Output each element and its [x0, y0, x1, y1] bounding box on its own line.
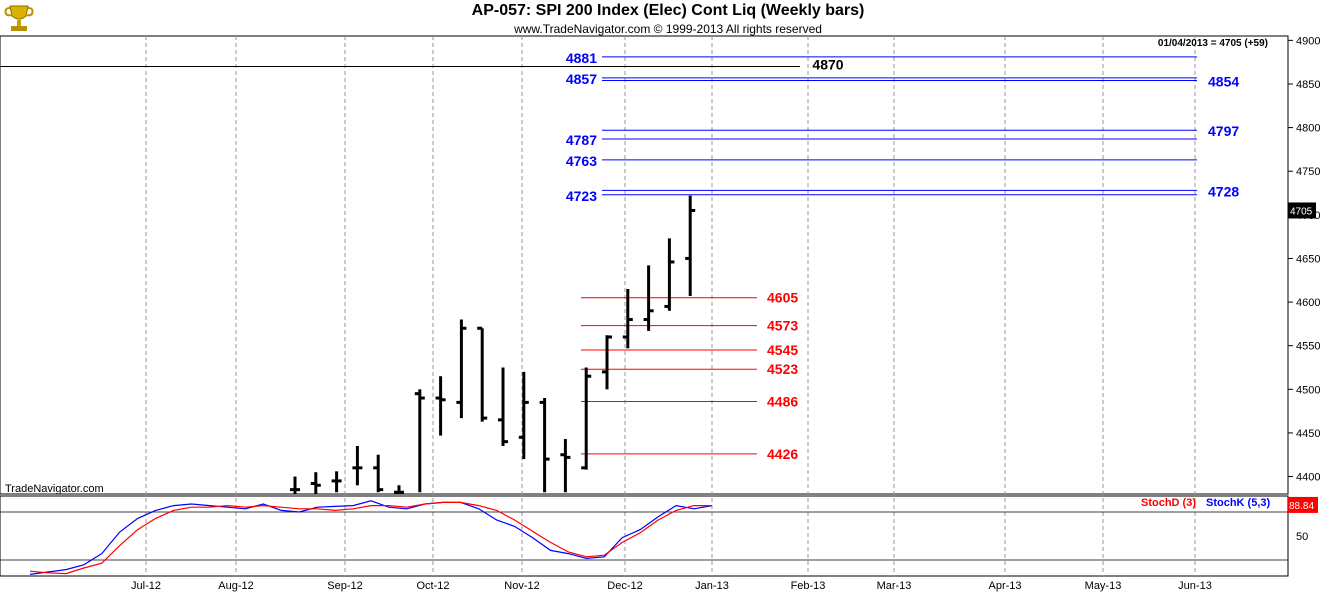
legend-stochk: StochK (5,3)	[1206, 497, 1271, 509]
x-tick-label: Oct-12	[416, 580, 449, 592]
trophy-logo-icon	[2, 2, 36, 34]
watermark-text: TradeNavigator.com	[5, 483, 104, 495]
y-tick-label: 4450	[1296, 428, 1320, 440]
resistance-label: 4787	[566, 132, 597, 148]
chart-title: AP-057: SPI 200 Index (Elec) Cont Liq (W…	[471, 2, 865, 19]
resistance-label: 4723	[566, 188, 597, 204]
resistance-label: 4857	[566, 71, 597, 87]
date-readout: 01/04/2013 = 4705 (+59)	[1158, 38, 1268, 49]
x-tick-label: Aug-12	[218, 580, 253, 592]
support-label: 4545	[767, 342, 798, 358]
y-tick-label: 4400	[1296, 472, 1320, 484]
oscillator-last-value-box	[1288, 496, 1318, 513]
chart-subtitle: www.TradeNavigator.com © 1999-2013 All r…	[514, 22, 822, 36]
stoch-line-d	[29, 501, 712, 575]
oscillator-last-value-label: 88.84	[1289, 501, 1314, 512]
x-tick-label: Mar-13	[877, 580, 912, 592]
support-label: 4426	[767, 446, 798, 462]
x-tick-label: Dec-12	[607, 580, 642, 592]
oscillator-y-tick-label: 50	[1296, 531, 1308, 543]
legend-stochd: StochD (3)	[1141, 497, 1196, 509]
support-label: 4573	[767, 318, 798, 334]
x-tick-label: Jun-13	[1178, 580, 1212, 592]
y-tick-label: 4600	[1296, 297, 1320, 309]
x-tick-label: May-13	[1085, 580, 1122, 592]
last-price-label: 4705	[1290, 206, 1313, 217]
y-tick-label: 4500	[1296, 384, 1320, 396]
y-tick-label: 4850	[1296, 79, 1320, 91]
oscillator-panel	[0, 495, 1289, 577]
y-tick-label: 4650	[1296, 253, 1320, 265]
black-level-label: 4870	[812, 57, 843, 73]
x-tick-label: Nov-12	[504, 580, 539, 592]
resistance-label: 4854	[1208, 73, 1239, 89]
resistance-label: 4728	[1208, 183, 1239, 199]
y-tick-label: 4550	[1296, 341, 1320, 353]
resistance-label: 4881	[566, 50, 597, 66]
resistance-label: 4763	[566, 153, 597, 169]
price-panel	[0, 35, 1289, 495]
y-tick-label: 4900	[1296, 35, 1320, 47]
last-price-box	[1288, 202, 1316, 219]
x-tick-label: Apr-13	[988, 580, 1021, 592]
y-tick-label: 4800	[1296, 123, 1320, 135]
support-label: 4605	[767, 290, 798, 306]
x-tick-label: Jan-13	[695, 580, 729, 592]
x-tick-label: Feb-13	[791, 580, 826, 592]
support-label: 4486	[767, 394, 798, 410]
stoch-line-k	[29, 500, 713, 575]
x-tick-label: Jul-12	[131, 580, 161, 592]
resistance-label: 4797	[1208, 123, 1239, 139]
x-tick-label: Sep-12	[327, 580, 362, 592]
support-label: 4523	[767, 361, 798, 377]
y-tick-label: 4750	[1296, 166, 1320, 178]
